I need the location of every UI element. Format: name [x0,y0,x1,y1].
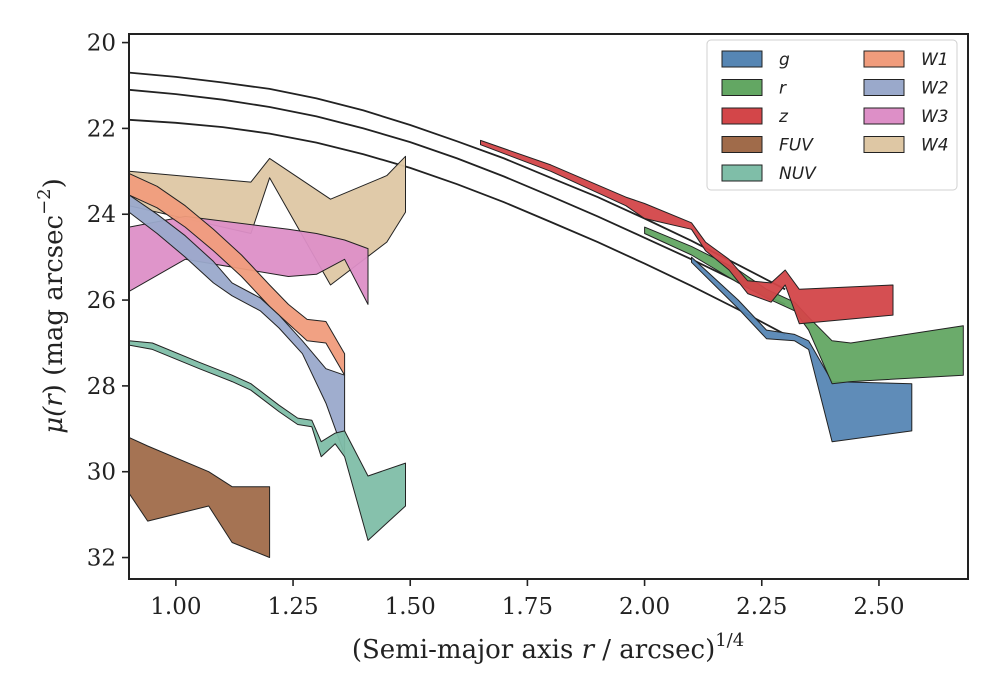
y-tick-label: 30 [87,460,116,486]
model-curve-1 [129,71,786,291]
legend-swatch-w2 [863,79,905,96]
band-profiles [129,139,964,558]
legend-swatch-fuv [721,136,763,153]
x-tick-label: 1.00 [150,594,201,620]
legend-swatch-r [721,79,763,96]
x-tick-label: 1.75 [502,594,553,620]
legend-label-r: r [779,79,787,99]
model-curve-2 [129,88,786,306]
x-tick-label: 2.50 [853,594,904,620]
legend-swatch-w1 [863,50,905,68]
legend-label-z: z [778,107,789,127]
plot-frame [128,33,969,580]
legend-swatch-nuv [721,164,763,182]
y-tick-label: 22 [87,116,116,142]
model-curve-3 [129,118,786,336]
legend-label-w3: W3 [921,107,949,127]
x-tick-label: 2.25 [736,594,787,620]
legend-swatch-w4 [863,136,905,153]
x-tick-label: 2.00 [619,594,670,620]
legend-label-nuv: NUV [779,164,817,184]
band-g-region [691,256,913,443]
legend-swatch-w3 [863,107,905,125]
legend-swatch-g [721,50,763,68]
legend-label-w1: W1 [921,50,949,70]
band-fuv-region [129,436,271,558]
model-curves [129,71,786,336]
y-tick-label: 20 [87,31,116,57]
x-tick-label: 1.25 [267,594,318,620]
legend-label-g: g [779,50,790,70]
legend-label-w4: W4 [921,136,949,156]
legend-swatch-z [721,107,763,125]
legend: grz FUV NUV W1 W2 W3 W4 [706,39,958,191]
legend-label-fuv: FUV [779,136,814,156]
x-tick-label: 1.50 [385,594,436,620]
y-tick-label: 28 [87,374,116,400]
y-tick-label: 26 [87,288,116,314]
y-axis-ticks: 20 22 24 26 28 30 32 [87,31,129,572]
y-tick-label: 32 [87,546,116,572]
legend-label-w2: W2 [921,79,949,99]
y-axis-label: μ(r) (mag arcsec−2) [34,178,69,434]
band-nuv-region [129,340,406,541]
band-z-region [480,139,894,325]
x-axis-ticks: 1.00 1.25 1.50 1.75 2.00 2.25 2.50 [150,579,905,620]
x-axis-label: (Semi-major axis r / arcsec)1/4 [352,630,744,665]
y-tick-label: 24 [87,202,116,228]
